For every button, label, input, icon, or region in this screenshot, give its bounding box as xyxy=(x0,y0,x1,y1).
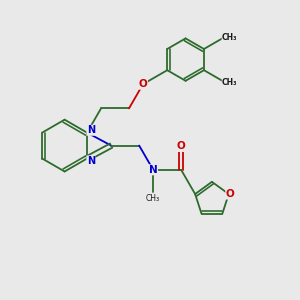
Text: O: O xyxy=(226,189,235,199)
Text: CH₃: CH₃ xyxy=(222,33,238,42)
Text: CH₃: CH₃ xyxy=(146,194,160,203)
Text: N: N xyxy=(149,165,158,175)
Text: N: N xyxy=(87,125,95,135)
Text: CH₃: CH₃ xyxy=(222,78,238,87)
Text: N: N xyxy=(87,156,95,166)
Text: O: O xyxy=(139,79,147,89)
Text: O: O xyxy=(177,142,185,152)
